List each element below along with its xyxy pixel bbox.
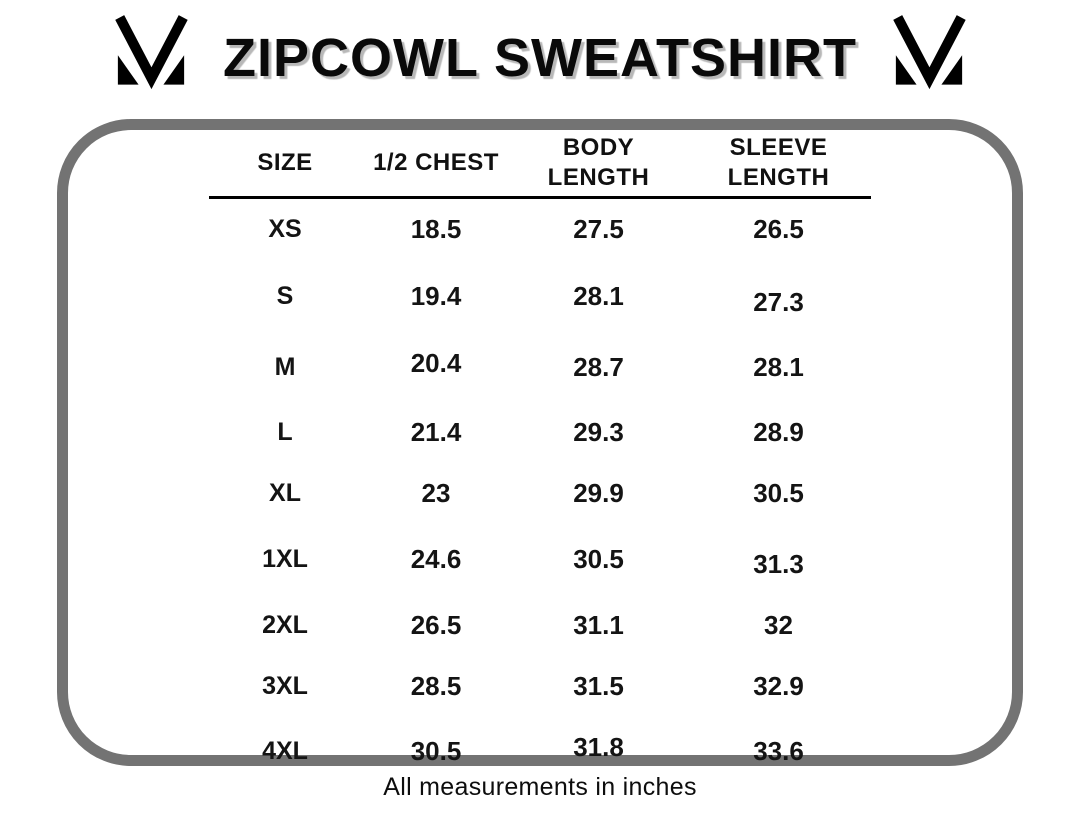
half-chest-value: 24.6 bbox=[410, 544, 462, 574]
half-chest-value: 30.5 bbox=[410, 736, 462, 766]
column-header-half-chest: 1/2 CHEST bbox=[361, 130, 511, 199]
sleeve-length-value: 33.6 bbox=[753, 736, 804, 766]
half-chest-value: 19.4 bbox=[410, 281, 462, 311]
table-row: 4XL 30.5 31.8 33.6 bbox=[209, 717, 871, 786]
body-length-value: 31.8 bbox=[573, 732, 624, 762]
body-length-value: 29.3 bbox=[573, 417, 624, 447]
half-chest-value: 26.5 bbox=[410, 610, 462, 640]
column-header-body-length: BODY LENGTH bbox=[511, 130, 686, 199]
brand-m-logo-right bbox=[877, 12, 981, 104]
header: ZIPCOWL SWEATSHIRT bbox=[0, 6, 1080, 110]
sleeve-length-value: 32 bbox=[764, 610, 793, 640]
size-label: XL bbox=[269, 479, 301, 507]
size-table-body: XS 18.5 27.5 26.5 S 19.4 28.1 27.3 M 20.… bbox=[209, 198, 871, 787]
size-label: 1XL bbox=[262, 545, 308, 573]
page-title: ZIPCOWL SWEATSHIRT bbox=[223, 28, 857, 88]
brand-m-logo-left bbox=[99, 12, 203, 104]
measurement-note: All measurements in inches bbox=[383, 773, 697, 801]
size-label: S bbox=[276, 282, 294, 310]
table-row: XL 23 29.9 30.5 bbox=[209, 463, 871, 524]
column-header-sleeve-length: SLEEVE LENGTH bbox=[686, 130, 871, 199]
table-row: 2XL 26.5 31.1 32 bbox=[209, 595, 871, 656]
column-header-size: SIZE bbox=[209, 130, 361, 199]
table-row: 1XL 24.6 30.5 31.3 bbox=[209, 524, 871, 595]
table-row: XS 18.5 27.5 26.5 bbox=[209, 198, 871, 261]
half-chest-value: 23 bbox=[421, 478, 451, 508]
body-length-value: 31.5 bbox=[573, 671, 624, 701]
body-length-value: 28.1 bbox=[573, 281, 624, 311]
table-row: L 21.4 29.3 28.9 bbox=[209, 402, 871, 463]
size-label: 4XL bbox=[262, 737, 308, 765]
size-label: 3XL bbox=[262, 672, 308, 700]
size-label: L bbox=[277, 418, 293, 446]
half-chest-value: 21.4 bbox=[410, 417, 462, 447]
sleeve-length-value: 32.9 bbox=[753, 671, 804, 701]
sleeve-length-value: 31.3 bbox=[753, 549, 804, 579]
sleeve-length-value: 30.5 bbox=[753, 478, 804, 508]
size-label: 2XL bbox=[262, 611, 308, 639]
half-chest-value: 18.5 bbox=[410, 214, 462, 244]
size-chart-frame: SIZE 1/2 CHEST BODY LENGTH SLEEVE LENGTH… bbox=[57, 119, 1023, 766]
table-header-row: SIZE 1/2 CHEST BODY LENGTH SLEEVE LENGTH bbox=[209, 130, 871, 199]
body-length-value: 31.1 bbox=[573, 610, 624, 640]
body-length-value: 27.5 bbox=[573, 214, 624, 244]
body-length-value: 28.7 bbox=[573, 352, 624, 382]
body-length-value: 30.5 bbox=[573, 544, 624, 574]
sleeve-length-value: 28.1 bbox=[753, 352, 804, 382]
table-row: S 19.4 28.1 27.3 bbox=[209, 260, 871, 333]
half-chest-value: 20.4 bbox=[410, 348, 462, 378]
size-label: XS bbox=[268, 215, 302, 243]
table-row: 3XL 28.5 31.5 32.9 bbox=[209, 656, 871, 717]
size-label: M bbox=[274, 353, 296, 381]
size-table: SIZE 1/2 CHEST BODY LENGTH SLEEVE LENGTH… bbox=[209, 130, 871, 786]
body-length-value: 29.9 bbox=[573, 478, 624, 508]
table-row: M 20.4 28.7 28.1 bbox=[209, 333, 871, 402]
sleeve-length-value: 28.9 bbox=[753, 417, 804, 447]
sleeve-length-value: 26.5 bbox=[753, 214, 804, 244]
half-chest-value: 28.5 bbox=[410, 671, 462, 701]
sleeve-length-value: 27.3 bbox=[753, 287, 804, 317]
